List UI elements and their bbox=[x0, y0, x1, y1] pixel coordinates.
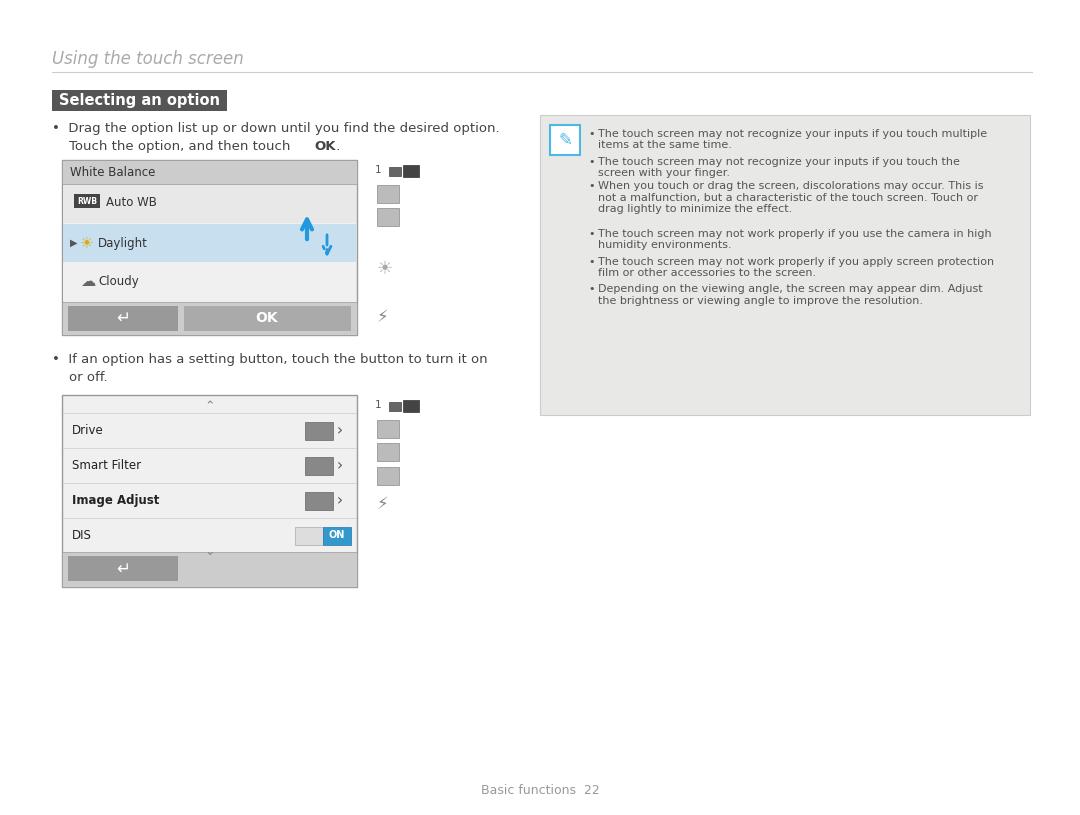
Bar bbox=[305, 456, 333, 474]
Text: ↵: ↵ bbox=[116, 560, 130, 578]
Bar bbox=[305, 421, 333, 439]
Text: ›: › bbox=[337, 458, 343, 473]
Bar bbox=[62, 552, 357, 587]
Text: items at the same time.: items at the same time. bbox=[598, 140, 732, 151]
Text: film or other accessories to the screen.: film or other accessories to the screen. bbox=[598, 268, 816, 279]
Text: Basic functions  22: Basic functions 22 bbox=[481, 783, 599, 796]
Text: •  Drag the option list up or down until you find the desired option.: • Drag the option list up or down until … bbox=[52, 122, 500, 135]
Bar bbox=[62, 160, 357, 335]
Text: OK: OK bbox=[314, 140, 336, 153]
Bar bbox=[550, 125, 580, 155]
Bar bbox=[389, 402, 401, 411]
Bar bbox=[62, 395, 357, 587]
Bar bbox=[68, 306, 178, 331]
Text: ⌃: ⌃ bbox=[204, 400, 215, 413]
Text: White Balance: White Balance bbox=[70, 165, 156, 178]
Text: The touch screen may not work properly if you apply screen protection: The touch screen may not work properly i… bbox=[598, 257, 994, 267]
Bar bbox=[377, 185, 399, 203]
Bar bbox=[403, 400, 419, 412]
Bar bbox=[75, 194, 100, 208]
Bar bbox=[377, 443, 399, 461]
Text: Touch the option, and then touch: Touch the option, and then touch bbox=[52, 140, 295, 153]
Text: •: • bbox=[588, 129, 594, 139]
Text: ON: ON bbox=[328, 531, 346, 540]
Text: DIS: DIS bbox=[72, 529, 92, 542]
Bar bbox=[389, 167, 401, 176]
Bar bbox=[323, 526, 351, 544]
Text: ▶: ▶ bbox=[70, 238, 78, 248]
Text: screen with your finger.: screen with your finger. bbox=[598, 169, 730, 178]
Text: Using the touch screen: Using the touch screen bbox=[52, 50, 244, 68]
Text: Drive: Drive bbox=[72, 424, 104, 437]
Bar bbox=[295, 526, 323, 544]
Text: •: • bbox=[588, 229, 594, 239]
Bar bbox=[540, 115, 1030, 415]
Text: OK: OK bbox=[256, 311, 279, 325]
Text: Depending on the viewing angle, the screen may appear dim. Adjust: Depending on the viewing angle, the scre… bbox=[598, 284, 983, 294]
Text: When you touch or drag the screen, discolorations may occur. This is: When you touch or drag the screen, disco… bbox=[598, 181, 984, 191]
Text: ⌄: ⌄ bbox=[204, 545, 215, 558]
Text: humidity environments.: humidity environments. bbox=[598, 240, 731, 250]
Text: ☀: ☀ bbox=[377, 260, 393, 278]
Bar bbox=[403, 165, 419, 177]
Text: •: • bbox=[588, 181, 594, 191]
Text: ⚡: ⚡ bbox=[377, 308, 389, 326]
Bar bbox=[63, 263, 356, 301]
Bar bbox=[377, 420, 399, 438]
Bar bbox=[63, 185, 356, 223]
Text: ›: › bbox=[337, 423, 343, 438]
Text: •: • bbox=[588, 257, 594, 267]
Bar bbox=[305, 491, 333, 509]
Text: •: • bbox=[588, 157, 594, 167]
Text: ☁: ☁ bbox=[80, 275, 95, 289]
Bar bbox=[62, 302, 357, 335]
Text: The touch screen may not recognize your inputs if you touch multiple: The touch screen may not recognize your … bbox=[598, 129, 987, 139]
Text: the brightness or viewing angle to improve the resolution.: the brightness or viewing angle to impro… bbox=[598, 296, 923, 306]
Text: Cloudy: Cloudy bbox=[98, 275, 138, 289]
Text: The touch screen may not work properly if you use the camera in high: The touch screen may not work properly i… bbox=[598, 229, 991, 239]
Text: Smart Filter: Smart Filter bbox=[72, 459, 141, 472]
Text: Daylight: Daylight bbox=[98, 236, 148, 249]
Text: ›: › bbox=[337, 493, 343, 508]
Text: Auto WB: Auto WB bbox=[106, 196, 157, 209]
Bar bbox=[52, 90, 227, 111]
Text: Image Adjust: Image Adjust bbox=[72, 494, 160, 507]
Bar bbox=[377, 467, 399, 485]
Text: 1: 1 bbox=[375, 165, 381, 175]
Text: RWB: RWB bbox=[77, 196, 97, 205]
Bar bbox=[377, 208, 399, 226]
Bar bbox=[63, 224, 356, 262]
Text: Selecting an option: Selecting an option bbox=[59, 93, 220, 108]
Text: ☀: ☀ bbox=[80, 236, 94, 250]
Text: 1: 1 bbox=[375, 400, 381, 410]
Bar bbox=[184, 306, 351, 331]
Text: drag lightly to minimize the effect.: drag lightly to minimize the effect. bbox=[598, 204, 793, 214]
Text: ↵: ↵ bbox=[116, 309, 130, 327]
Text: •: • bbox=[588, 284, 594, 294]
Text: not a malfunction, but a characteristic of the touch screen. Touch or: not a malfunction, but a characteristic … bbox=[598, 192, 978, 202]
Text: The touch screen may not recognize your inputs if you touch the: The touch screen may not recognize your … bbox=[598, 157, 960, 167]
Text: .: . bbox=[332, 140, 340, 153]
Text: ✎: ✎ bbox=[558, 131, 572, 149]
Bar bbox=[62, 160, 357, 184]
Text: or off.: or off. bbox=[52, 371, 108, 384]
Bar bbox=[68, 556, 178, 581]
Text: ⚡: ⚡ bbox=[377, 495, 389, 513]
Text: •  If an option has a setting button, touch the button to turn it on: • If an option has a setting button, tou… bbox=[52, 353, 488, 366]
